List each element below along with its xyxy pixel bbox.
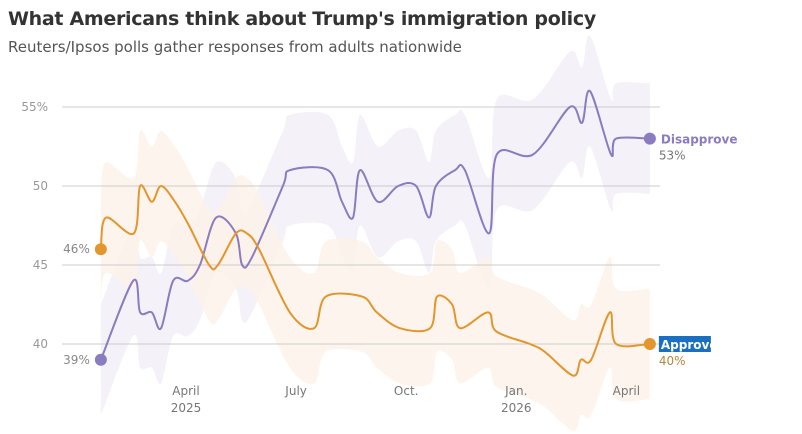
chart-subtitle: Reuters/Ipsos polls gather responses fro… [8, 38, 462, 56]
series-line-approve [99, 184, 650, 377]
highlight [658, 336, 711, 352]
start-value-label: 39% [63, 353, 90, 367]
y-tick-label: 55% [21, 100, 48, 114]
x-tick-year: 2025 [171, 401, 202, 415]
x-tick-label: Jan. [504, 384, 527, 398]
x-tick-label: April [613, 384, 640, 398]
series-name-label: Disapprove [661, 133, 738, 147]
start-point-approve [94, 243, 107, 256]
x-tick-label: April [172, 384, 199, 398]
confidence-band-disapprove [100, 35, 650, 416]
y-tick-label: 45 [33, 258, 48, 272]
start-point-disapprove [94, 353, 107, 366]
end-value-label: 53% [659, 149, 686, 163]
chart-title: What Americans think about Trump's immig… [8, 8, 596, 30]
x-tick-label: July [284, 384, 307, 398]
end-point-approve [643, 338, 656, 350]
end-point-disapprove [643, 132, 656, 145]
x-tick-label: Oct. [394, 384, 419, 398]
series-line-disapprove [99, 89, 650, 361]
series-name-label: Approve [661, 338, 718, 352]
y-tick-label: 50 [33, 179, 48, 193]
start-value-label: 46% [63, 242, 90, 256]
x-tick-year: 2026 [501, 401, 532, 415]
confidence-band-approve [100, 129, 650, 431]
y-tick-label: 40 [33, 337, 48, 351]
end-value-label: 40% [659, 354, 686, 368]
